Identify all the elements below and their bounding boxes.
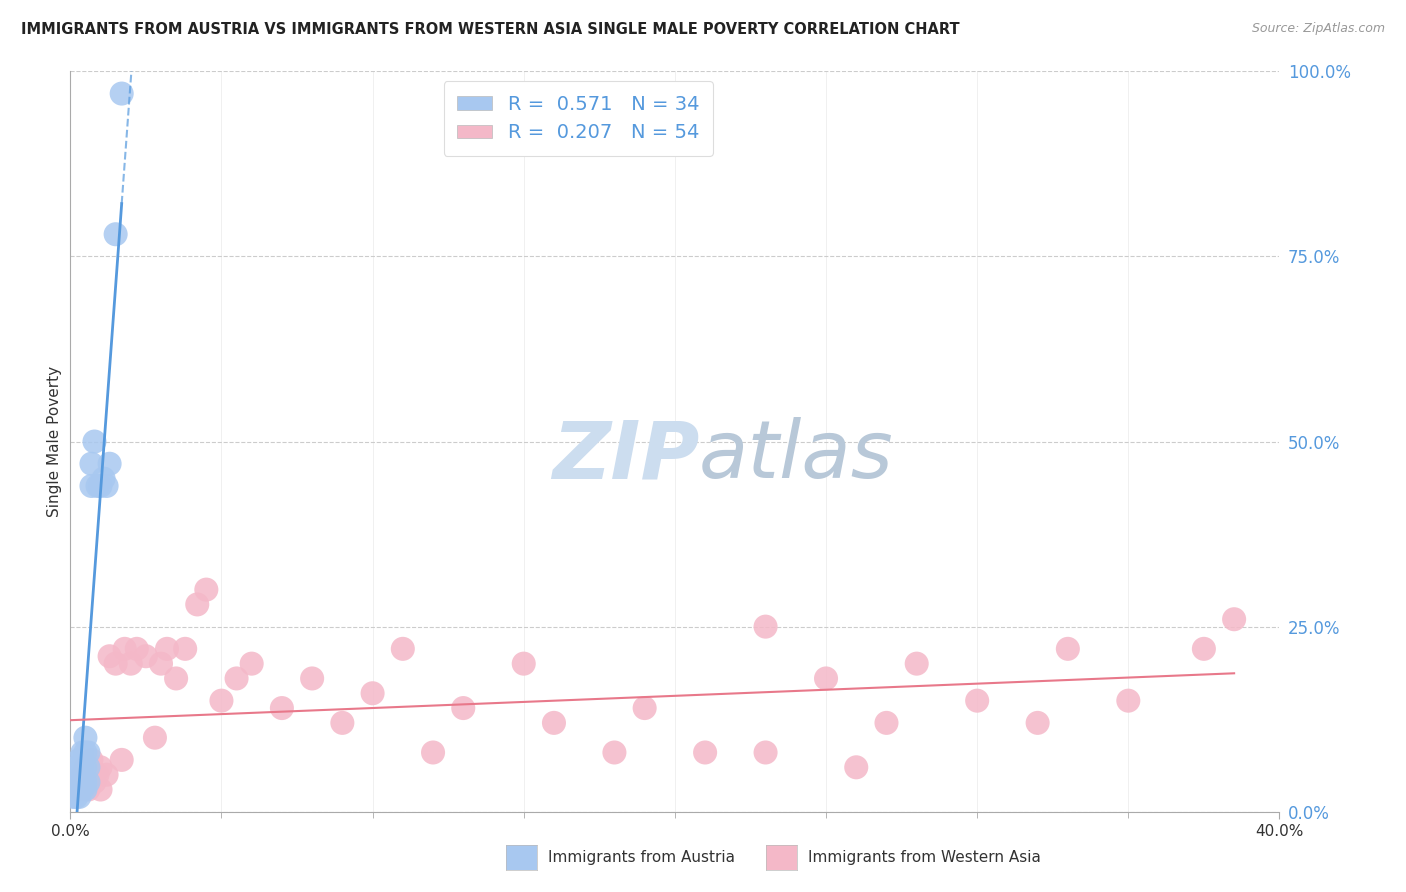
Point — [67, 782, 90, 797]
Point — [150, 657, 172, 671]
Point — [225, 672, 247, 686]
Legend: R =  0.571   N = 34, R =  0.207   N = 54: R = 0.571 N = 34, R = 0.207 N = 54 — [443, 81, 713, 156]
Point — [72, 775, 94, 789]
Point — [62, 789, 84, 804]
Point — [77, 760, 100, 774]
Point — [62, 782, 84, 797]
Point — [80, 457, 103, 471]
Point — [361, 686, 384, 700]
Point — [86, 479, 108, 493]
Point — [72, 760, 94, 774]
Point — [391, 641, 415, 656]
Point — [96, 767, 118, 781]
Point — [114, 641, 136, 656]
Point — [905, 657, 928, 671]
Point — [104, 657, 127, 671]
Point — [301, 672, 323, 686]
Point — [1192, 641, 1215, 656]
Point — [65, 775, 87, 789]
Point — [86, 767, 108, 781]
Y-axis label: Single Male Poverty: Single Male Poverty — [46, 366, 62, 517]
Point — [195, 582, 218, 597]
Point — [83, 775, 105, 789]
Point — [77, 746, 100, 760]
Point — [240, 657, 263, 671]
Point — [135, 649, 157, 664]
Point — [77, 775, 100, 789]
Point — [77, 782, 100, 797]
Point — [90, 479, 111, 493]
Point — [80, 479, 103, 493]
Point — [90, 760, 111, 774]
Point — [65, 789, 87, 804]
Point — [72, 782, 94, 797]
Text: Source: ZipAtlas.com: Source: ZipAtlas.com — [1251, 22, 1385, 36]
Point — [67, 789, 90, 804]
Point — [174, 641, 197, 656]
Point — [966, 694, 988, 708]
Point — [96, 479, 118, 493]
Point — [211, 694, 233, 708]
Point — [1223, 612, 1246, 626]
Point — [75, 731, 97, 745]
Point — [422, 746, 444, 760]
Point — [815, 672, 838, 686]
Point — [125, 641, 148, 656]
Point — [75, 782, 97, 797]
Point — [754, 619, 776, 633]
Point — [98, 457, 121, 471]
Point — [75, 760, 97, 774]
Point — [120, 657, 142, 671]
Text: Immigrants from Western Asia: Immigrants from Western Asia — [808, 850, 1042, 864]
Point — [754, 746, 776, 760]
Point — [72, 746, 94, 760]
Point — [65, 760, 87, 774]
Point — [67, 775, 90, 789]
Point — [875, 715, 898, 730]
Point — [165, 672, 187, 686]
Point — [67, 767, 90, 781]
Point — [693, 746, 716, 760]
Point — [72, 767, 94, 781]
Point — [1116, 694, 1139, 708]
Point — [186, 598, 208, 612]
Point — [80, 753, 103, 767]
Point — [75, 775, 97, 789]
Point — [453, 701, 475, 715]
Point — [332, 715, 354, 730]
Point — [111, 87, 134, 101]
Point — [62, 767, 84, 781]
Point — [67, 753, 90, 767]
Point — [65, 782, 87, 797]
Point — [75, 746, 97, 760]
Point — [603, 746, 626, 760]
Point — [83, 434, 105, 449]
Point — [1026, 715, 1049, 730]
Text: ZIP: ZIP — [551, 417, 699, 495]
Point — [90, 782, 111, 797]
Point — [67, 782, 90, 797]
Text: IMMIGRANTS FROM AUSTRIA VS IMMIGRANTS FROM WESTERN ASIA SINGLE MALE POVERTY CORR: IMMIGRANTS FROM AUSTRIA VS IMMIGRANTS FR… — [21, 22, 960, 37]
Point — [513, 657, 536, 671]
Point — [75, 760, 97, 774]
Point — [845, 760, 868, 774]
Point — [65, 775, 87, 789]
Point — [98, 649, 121, 664]
Point — [93, 471, 115, 485]
Point — [143, 731, 166, 745]
Point — [80, 767, 103, 781]
Point — [111, 753, 134, 767]
Point — [270, 701, 294, 715]
Text: atlas: atlas — [699, 417, 894, 495]
Point — [75, 775, 97, 789]
Point — [543, 715, 565, 730]
Point — [156, 641, 179, 656]
Point — [633, 701, 655, 715]
Point — [1057, 641, 1080, 656]
Point — [104, 227, 127, 242]
Text: Immigrants from Austria: Immigrants from Austria — [548, 850, 735, 864]
